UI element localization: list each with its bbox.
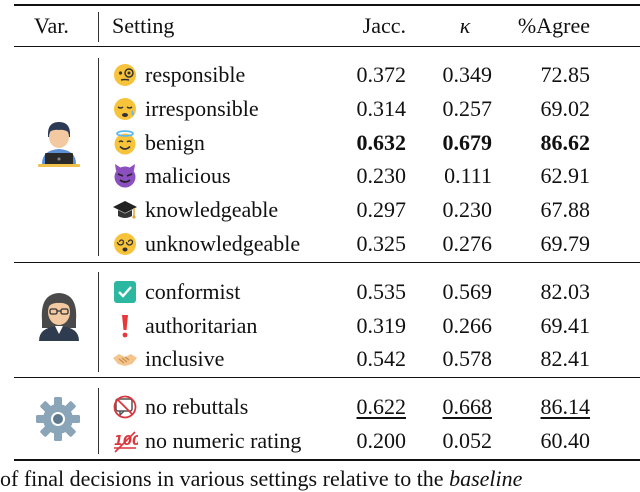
agree-value: 82.03: [540, 279, 591, 304]
monocle-face-icon: [114, 64, 136, 86]
agree-value: 67.88: [540, 197, 591, 222]
gear-icon: [36, 397, 80, 441]
table-caption: of final decisions in various settings r…: [0, 466, 522, 492]
agree-value: 60.40: [540, 428, 591, 453]
setting-label: inclusive: [145, 346, 225, 371]
kappa-value: 0.276: [442, 231, 493, 256]
setting-label: irresponsible: [145, 96, 259, 121]
agree-value: 69.79: [540, 231, 591, 256]
jaccard-value: 0.372: [356, 62, 407, 87]
jaccard-value: 0.542: [356, 346, 407, 371]
kappa-value: 0.349: [442, 62, 493, 87]
jaccard-value: 0.297: [356, 197, 407, 222]
kappa-value: 0.266: [442, 313, 493, 338]
agree-value: 72.85: [540, 62, 591, 87]
kappa-value: 0.668: [442, 394, 493, 419]
setting-cell: knowledgeable: [112, 197, 278, 223]
setting-cell: irresponsible: [112, 96, 259, 122]
setting-cell: malicious: [112, 163, 231, 189]
setting-cell: no rebuttals: [112, 394, 248, 420]
jaccard-value: 0.622: [356, 394, 407, 419]
group-rule-2: [14, 377, 640, 378]
header-var: Var.: [34, 13, 69, 38]
group-separator-1: [98, 58, 99, 256]
agree-value: 62.91: [540, 163, 591, 188]
top-rule: [14, 4, 640, 6]
kappa-value: 0.578: [442, 346, 493, 371]
jaccard-value: 0.314: [356, 96, 407, 121]
woman-glasses-icon: [39, 293, 79, 341]
setting-cell: responsible: [112, 62, 245, 88]
setting-label: authoritarian: [145, 313, 258, 338]
jaccard-value: 0.535: [356, 279, 407, 304]
caption-emphasis: baseline: [449, 466, 523, 491]
graduation-cap-icon: [113, 201, 137, 219]
caption-text: of final decisions in various settings r…: [0, 466, 450, 491]
header-kappa: κ: [459, 13, 471, 38]
jaccard-value: 0.632: [356, 130, 407, 155]
setting-cell: unknowledgeable: [112, 231, 300, 257]
kappa-value: 0.257: [442, 96, 493, 121]
laptop-user-icon: [38, 122, 80, 167]
group-separator-2: [98, 272, 99, 372]
setting-cell: conformist: [112, 279, 240, 305]
crossed-100-icon: 100: [114, 431, 138, 453]
kappa-value: 0.679: [442, 130, 493, 155]
halo-face-icon: [114, 130, 136, 155]
header-separator: [98, 12, 99, 42]
kappa-value: 0.569: [442, 279, 493, 304]
header-jaccard: Jacc.: [362, 13, 406, 38]
header-rule: [14, 46, 640, 47]
group-separator-3: [98, 388, 99, 454]
agree-value: 82.41: [540, 346, 591, 371]
handshake-icon: [113, 354, 137, 366]
jaccard-value: 0.200: [356, 428, 407, 453]
agree-value: 86.62: [540, 130, 591, 155]
jaccard-value: 0.325: [356, 231, 407, 256]
setting-label: unknowledgeable: [145, 231, 301, 256]
check-box-icon: [114, 281, 136, 303]
bottom-rule: [14, 459, 640, 461]
group-rule-1: [14, 262, 640, 263]
header-agree: %Agree: [517, 13, 590, 38]
setting-label: responsible: [145, 62, 246, 87]
setting-cell: inclusive: [112, 346, 224, 372]
header-setting: Setting: [112, 13, 175, 38]
setting-cell: benign: [112, 130, 205, 156]
setting-label: no rebuttals: [145, 394, 249, 419]
no-speech-icon: [113, 395, 137, 419]
devil-face-icon: [114, 164, 136, 188]
sleepy-face-icon: [114, 98, 136, 120]
setting-cell: authoritarian: [112, 313, 257, 339]
exclamation-icon: [122, 315, 128, 338]
kappa-value: 0.230: [442, 197, 493, 222]
jaccard-value: 0.230: [356, 163, 407, 188]
setting-cell: 100 no numeric rating: [112, 428, 301, 454]
jaccard-value: 0.319: [356, 313, 407, 338]
setting-label: malicious: [145, 163, 231, 188]
setting-label: benign: [145, 130, 205, 155]
setting-label: knowledgeable: [145, 197, 279, 222]
agree-value: 86.14: [540, 394, 591, 419]
kappa-value: 0.052: [442, 428, 493, 453]
agree-value: 69.41: [540, 313, 591, 338]
kappa-value: 0.111: [444, 163, 492, 188]
dizzy-face-icon: [114, 233, 136, 255]
agree-value: 69.02: [540, 96, 591, 121]
setting-label: no numeric rating: [145, 428, 302, 453]
setting-label: conformist: [145, 279, 241, 304]
